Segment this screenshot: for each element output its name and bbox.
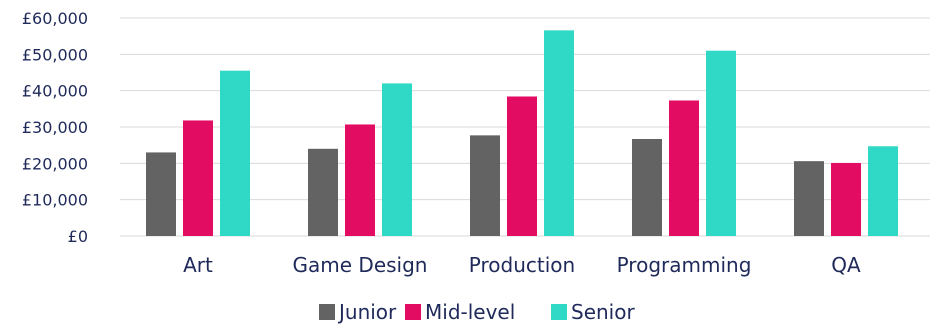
x-axis: Art Game Design Production Programming QA: [183, 253, 861, 277]
bar-senior-qa: [868, 146, 898, 236]
bar-junior-art: [146, 152, 176, 236]
x-tick-label: Production: [469, 253, 575, 277]
bar-senior-art: [220, 70, 250, 236]
bar-senior-production: [544, 30, 574, 236]
bar-mid-level-game-design: [345, 124, 375, 236]
y-tick-label: £40,000: [22, 82, 88, 101]
y-tick-label: £50,000: [22, 45, 88, 64]
bar-senior-game-design: [382, 83, 412, 237]
x-tick-label: QA: [831, 253, 861, 277]
legend-swatch-mid-level: [405, 304, 421, 320]
bar-junior-qa: [794, 161, 824, 236]
bar-junior-production: [470, 135, 500, 236]
y-tick-label: £0: [68, 227, 88, 246]
x-tick-label: Programming: [617, 253, 752, 277]
legend-label-junior: Junior: [337, 300, 397, 324]
y-tick-label: £20,000: [22, 154, 88, 173]
legend: Junior Mid-level Senior: [319, 300, 635, 324]
bar-mid-level-art: [183, 120, 213, 236]
bar-senior-programming: [706, 50, 736, 237]
bar-junior-game-design: [308, 148, 338, 236]
legend-swatch-senior: [551, 304, 567, 320]
x-tick-label: Game Design: [293, 253, 428, 277]
y-tick-label: £30,000: [22, 118, 88, 137]
legend-label-senior: Senior: [571, 300, 635, 324]
legend-swatch-junior: [319, 304, 335, 320]
bar-mid-level-programming: [669, 100, 699, 236]
y-axis: £0 £10,000 £20,000 £30,000 £40,000 £50,000 £60…: [22, 9, 88, 246]
bar-mid-level-qa: [831, 162, 861, 236]
x-tick-label: Art: [183, 253, 213, 277]
y-tick-label: £60,000: [22, 9, 88, 28]
bar-mid-level-production: [507, 96, 537, 236]
y-tick-label: £10,000: [22, 191, 88, 210]
bar-junior-programming: [632, 138, 662, 236]
legend-label-mid-level: Mid-level: [425, 300, 515, 324]
bars: [146, 30, 898, 237]
